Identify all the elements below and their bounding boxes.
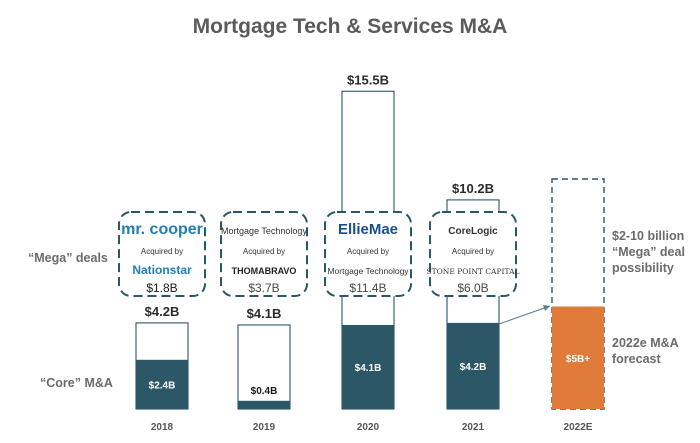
deal-acquired-by: Acquired by [347, 247, 389, 256]
total-label-2020: $15.5B [347, 72, 389, 87]
x-tick-label-2019: 2019 [253, 422, 276, 433]
mega-possibility-line3: possibility [612, 261, 674, 275]
mega-possibility-line2: “Mega” deal [612, 245, 685, 259]
total-label-2018: $4.2B [145, 304, 180, 319]
trend-arrow [498, 305, 551, 325]
total-bar-2019 [237, 324, 291, 410]
core-bar-2020 [342, 324, 394, 409]
core-label-2022E: $5B+ [566, 354, 590, 365]
x-tick-label-2021: 2021 [462, 422, 485, 433]
total-label-2021: $10.2B [452, 181, 494, 196]
deal-boxes-layer: mr. cooper Acquired by Nationstar $1.8B Mort… [118, 211, 520, 297]
deal-target-logo: EllieMae [338, 221, 398, 238]
deal-value: $6.0B [457, 281, 488, 295]
total-label-2019: $4.1B [247, 306, 282, 321]
core-bar-2021 [447, 322, 499, 409]
deal-acquired-by: Acquired by [452, 247, 494, 256]
core-label-2020: $4.1B [355, 363, 382, 374]
x-tick-label-2018: 2018 [151, 422, 174, 433]
deal-box-2021: CoreLogic Acquired by STONE POINT CAPITAL $… [427, 211, 520, 297]
deal-acquired-by: Acquired by [243, 247, 285, 256]
deal-box-2019: Mortgage Technology Acquired by THOMABRAVO… [220, 211, 308, 297]
deal-target-logo: Mortgage Technology [221, 226, 307, 236]
forecast-bar-2022 [552, 306, 604, 409]
deal-acquirer-logo: Mortgage Technology [327, 266, 409, 276]
deal-value: $3.7B [248, 281, 279, 295]
deal-acquirer-logo: Nationstar [132, 263, 192, 277]
core-label-2021: $4.2B [460, 362, 487, 373]
core-bar-2018 [136, 359, 188, 409]
deal-box-2018: mr. cooper Acquired by Nationstar $1.8B [118, 211, 206, 297]
labels-layer: $4.2B $4.1B $15.5B $10.2B $2.4B $0.4B $4.1B $4.… [145, 72, 593, 433]
core-label-2018: $2.4B [149, 380, 176, 391]
core-ma-label: “Core” M&A [40, 376, 113, 390]
deal-target-logo: mr. cooper [121, 221, 203, 238]
forecast-label-line2: forecast [612, 352, 661, 366]
deal-box-frame [429, 211, 517, 297]
mega-range-box-2022 [551, 178, 605, 410]
deal-box-frame [220, 211, 308, 297]
deal-box-2020: EllieMae Acquired by Mortgage Technology $1… [324, 211, 412, 297]
deal-target-logo: CoreLogic [448, 226, 498, 237]
deal-acquirer-logo: THOMABRAVO [232, 266, 297, 276]
forecast-label-line1: 2022e M&A [612, 336, 679, 350]
mega-possibility-line1: $2-10 billion [612, 229, 684, 243]
trend-arrowhead [543, 305, 550, 311]
mega-deals-label: “Mega” deals [28, 251, 108, 265]
deal-acquirer-logo: STONE POINT CAPITAL [427, 267, 520, 276]
x-tick-label-2020: 2020 [357, 422, 380, 433]
deal-acquired-by: Acquired by [141, 247, 183, 256]
x-tick-label-2022E: 2022E [564, 422, 593, 433]
deal-value: $1.8B [146, 281, 177, 295]
deal-value: $11.4B [349, 281, 386, 295]
core-bar-2019 [238, 400, 290, 409]
core-label-2019: $0.4B [251, 386, 278, 397]
deal-box-frame [324, 211, 412, 297]
chart-title: Mortgage Tech & Services M&A [193, 15, 508, 38]
deal-box-frame [118, 211, 206, 297]
